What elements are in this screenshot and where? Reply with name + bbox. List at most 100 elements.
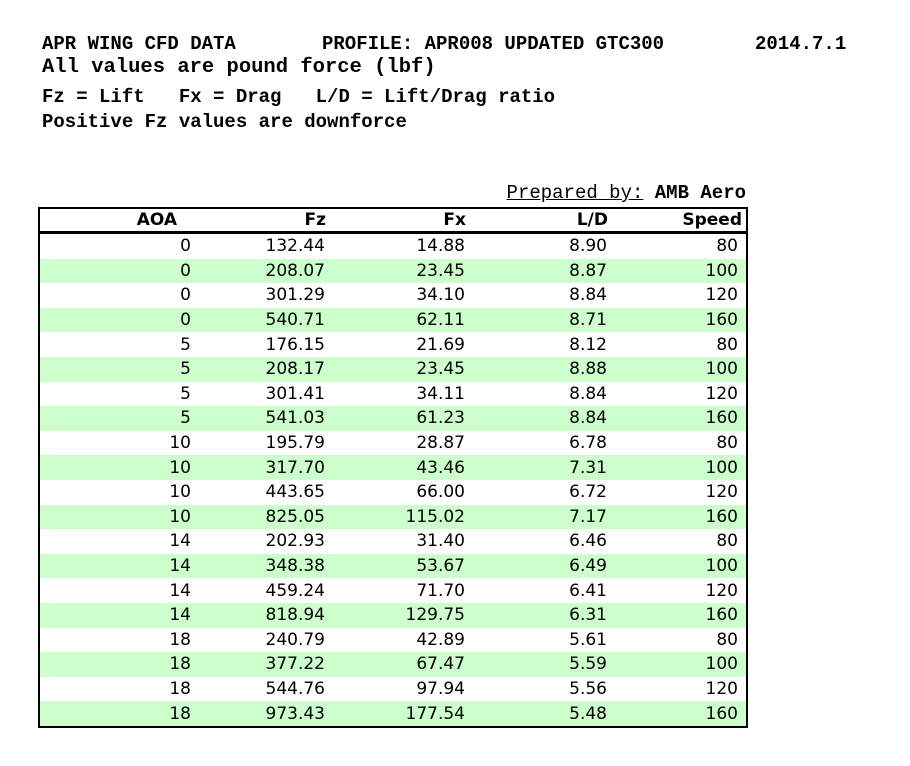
column-header-l-d: L/D	[471, 208, 613, 234]
cell-fz: 348.38	[265, 556, 325, 577]
cell-aoa: 0	[180, 310, 191, 331]
table-row: 10 195.79 28.87 6.78 80	[39, 431, 747, 456]
cell-l-d: 6.46	[569, 531, 607, 552]
cell-l-d: 8.84	[569, 383, 607, 404]
title-line: APR WING CFD DATA PROFILE: APR008 UPDATE…	[42, 33, 910, 55]
cell-l-d: 8.88	[569, 359, 607, 380]
table-row: 0 208.07 23.45 8.87 100	[39, 258, 747, 284]
cell-l-d: 8.84	[569, 408, 607, 429]
cell-fz: 301.41	[265, 383, 325, 404]
cell-speed: 120	[705, 580, 738, 601]
cell-speed: 80	[716, 236, 738, 257]
cell-fx: 115.02	[405, 506, 465, 527]
cell-speed: 160	[705, 408, 738, 429]
cell-speed: 120	[705, 678, 738, 699]
cell-fx: 67.47	[416, 654, 465, 675]
cell-speed: 100	[705, 457, 738, 478]
cell-fz: 208.17	[265, 359, 325, 380]
cell-aoa: 18	[169, 678, 191, 699]
cell-fz: 202.93	[265, 531, 325, 552]
table-row: 14 348.38 53.67 6.49 100	[39, 553, 747, 579]
table-row: 10 825.05 115.02 7.17 160	[39, 504, 747, 530]
cell-fx: 129.75	[405, 605, 465, 626]
cell-fx: 31.40	[416, 531, 465, 552]
cell-l-d: 8.84	[569, 285, 607, 306]
cell-l-d: 7.17	[569, 506, 607, 527]
cell-l-d: 5.59	[569, 654, 607, 675]
table-row: 0 132.44 14.88 8.90 80	[39, 233, 747, 259]
column-header-speed: Speed	[613, 208, 747, 234]
prepared-by-label: Prepared by:	[506, 182, 644, 204]
cell-l-d: 6.41	[569, 580, 607, 601]
cell-fx: 14.88	[416, 236, 465, 257]
table-row: 5 301.41 34.11 8.84 120	[39, 382, 747, 407]
table-row: 10 317.70 43.46 7.31 100	[39, 455, 747, 480]
downforce-note: Positive Fz values are downforce	[42, 111, 407, 133]
cell-speed: 100	[705, 654, 738, 675]
cell-fz: 459.24	[265, 580, 325, 601]
cell-aoa: 10	[169, 457, 191, 478]
cell-aoa: 5	[180, 359, 191, 380]
cell-l-d: 5.48	[569, 703, 607, 724]
cell-aoa: 5	[180, 383, 191, 404]
cell-aoa: 14	[169, 556, 191, 577]
cell-aoa: 0	[180, 285, 191, 306]
cell-fz: 240.79	[265, 629, 325, 650]
table-row: 5 176.15 21.69 8.12 80	[39, 332, 747, 357]
cell-fx: 62.11	[416, 310, 465, 331]
cell-aoa: 18	[169, 654, 191, 675]
cell-fz: 377.22	[265, 654, 325, 675]
cell-aoa: 14	[169, 531, 191, 552]
cell-fz: 195.79	[265, 433, 325, 454]
cell-aoa: 5	[180, 334, 191, 355]
table-body: 0 132.44 14.88 8.90 80 0 208.07 23.45 8.87 100 0 30…	[39, 233, 747, 727]
cell-aoa: 10	[169, 506, 191, 527]
cell-fz: 443.65	[265, 482, 325, 503]
legend-note: Fz = Lift Fx = Drag L/D = Lift/Drag rati…	[42, 86, 556, 108]
cell-l-d: 6.49	[569, 556, 607, 577]
cell-speed: 80	[716, 629, 738, 650]
cell-aoa: 14	[169, 580, 191, 601]
cell-fz: 301.29	[265, 285, 325, 306]
cell-l-d: 8.12	[569, 334, 607, 355]
cell-fx: 66.00	[416, 482, 465, 503]
cell-fx: 34.11	[416, 383, 465, 404]
cell-speed: 80	[716, 334, 738, 355]
cell-fx: 42.89	[416, 629, 465, 650]
cell-aoa: 0	[180, 236, 191, 257]
cell-speed: 100	[705, 359, 738, 380]
cell-fz: 825.05	[265, 506, 325, 527]
cell-l-d: 8.90	[569, 236, 607, 257]
cell-l-d: 8.71	[569, 310, 607, 331]
table-row: 18 544.76 97.94 5.56 120	[39, 677, 747, 702]
cell-speed: 100	[705, 556, 738, 577]
cell-l-d: 8.87	[569, 260, 607, 281]
column-header-fx: Fx	[331, 208, 471, 234]
cell-l-d: 5.56	[569, 678, 607, 699]
cell-aoa: 14	[169, 605, 191, 626]
cell-speed: 120	[705, 482, 738, 503]
table-row: 18 240.79 42.89 5.61 80	[39, 628, 747, 653]
cell-fz: 208.07	[265, 260, 325, 281]
cell-fx: 34.10	[416, 285, 465, 306]
cell-fz: 540.71	[265, 310, 325, 331]
cell-aoa: 10	[169, 482, 191, 503]
table-row: 10 443.65 66.00 6.72 120	[39, 480, 747, 505]
cell-speed: 160	[705, 506, 738, 527]
cell-fz: 818.94	[265, 605, 325, 626]
table-row: 14 202.93 31.40 6.46 80	[39, 529, 747, 554]
units-note: All values are pound force (lbf)	[42, 56, 436, 79]
cell-l-d: 6.78	[569, 433, 607, 454]
cell-speed: 160	[705, 605, 738, 626]
cell-fx: 177.54	[405, 703, 465, 724]
cell-aoa: 0	[180, 260, 191, 281]
cell-speed: 120	[705, 383, 738, 404]
cell-speed: 80	[716, 433, 738, 454]
cell-speed: 160	[705, 703, 738, 724]
cell-fz: 973.43	[265, 703, 325, 724]
cell-fz: 176.15	[265, 334, 325, 355]
prepared-by-value: AMB Aero	[654, 182, 746, 204]
cell-fx: 28.87	[416, 433, 465, 454]
cell-aoa: 10	[169, 433, 191, 454]
cell-speed: 100	[705, 260, 738, 281]
